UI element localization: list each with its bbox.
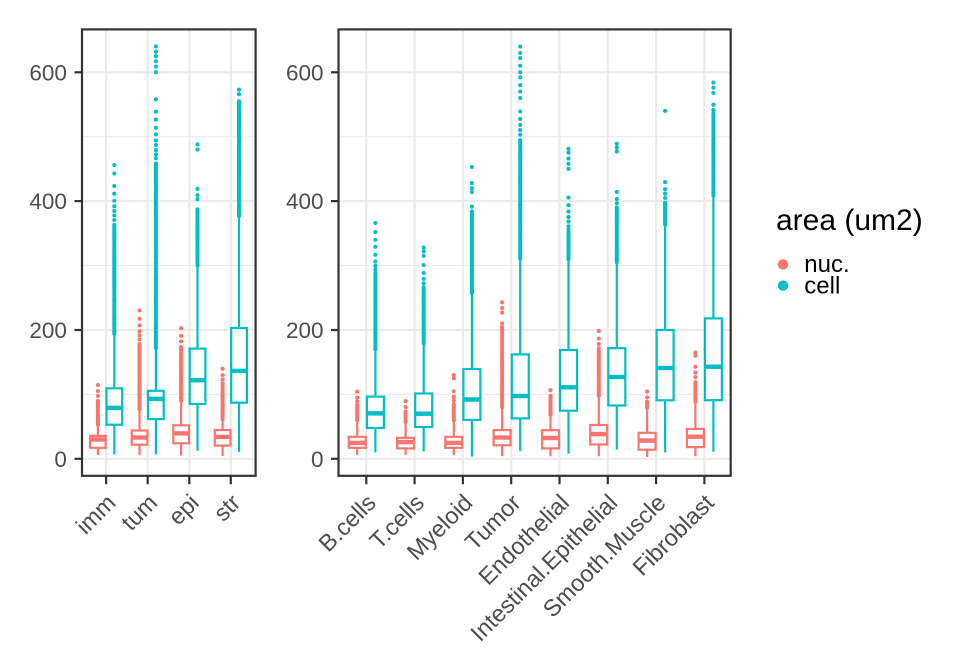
svg-text:400: 400 [286,189,324,214]
svg-text:600: 600 [29,60,67,85]
svg-text:nuc.: nuc. [804,251,849,278]
svg-text:cell: cell [804,272,840,299]
svg-text:area (um2): area (um2) [776,204,923,237]
svg-text:200: 200 [286,318,324,343]
svg-text:200: 200 [29,318,67,343]
svg-text:0: 0 [54,447,67,472]
svg-text:600: 600 [286,60,324,85]
svg-text:400: 400 [29,189,67,214]
svg-text:0: 0 [311,447,324,472]
